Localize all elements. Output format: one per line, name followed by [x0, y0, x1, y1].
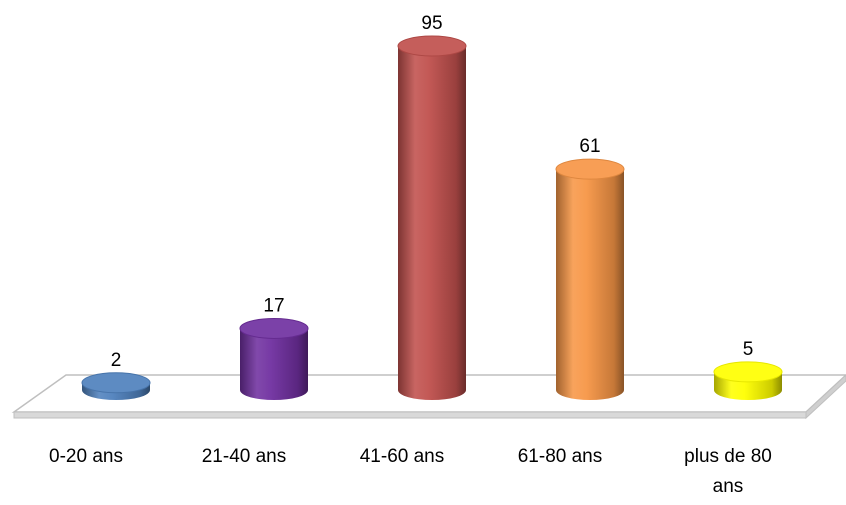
bar-body	[398, 46, 466, 400]
bar-top	[397, 35, 467, 57]
value-labels: 2 17 95 61 5	[111, 13, 754, 371]
category-axis-labels: 0-20 ans 21-40 ans 41-60 ans 61-80 ans plus …	[49, 446, 772, 497]
bar-top	[81, 372, 151, 394]
value-label: 17	[263, 295, 284, 316]
bar-0	[81, 372, 151, 400]
category-label: 21-40 ans	[202, 446, 287, 467]
bar-2	[397, 35, 467, 400]
bar-1	[239, 317, 309, 400]
category-label: ans	[713, 476, 744, 497]
category-label: 0-20 ans	[49, 446, 123, 467]
bars	[81, 35, 783, 400]
category-label: plus de 80	[684, 446, 772, 467]
floor-front-edge	[13, 411, 807, 419]
value-label: 2	[111, 350, 122, 371]
category-label: 41-60 ans	[360, 446, 445, 467]
value-label: 61	[579, 136, 600, 157]
bar-4	[713, 361, 783, 400]
value-label: 5	[743, 339, 754, 360]
value-label: 95	[421, 13, 442, 34]
category-label: 61-80 ans	[518, 446, 603, 467]
bar-top	[239, 317, 309, 339]
bar-top	[713, 361, 783, 383]
bar-body	[556, 169, 624, 400]
floor-side-edge	[805, 374, 846, 420]
bar-3	[555, 158, 625, 400]
bar-top	[555, 158, 625, 180]
bar-body	[240, 328, 308, 400]
